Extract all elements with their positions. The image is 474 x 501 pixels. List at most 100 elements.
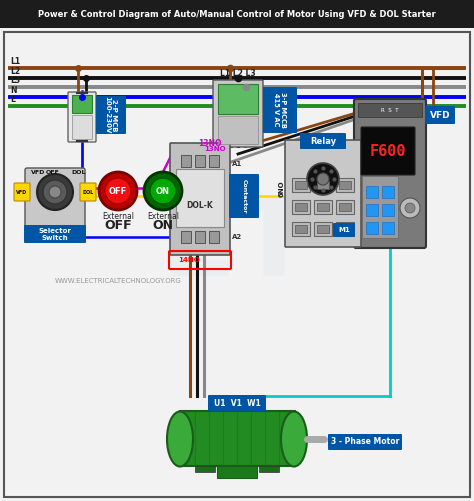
Circle shape (150, 178, 176, 204)
Bar (195, 466, 215, 472)
Bar (218, 116, 258, 144)
Bar (295, 181, 307, 189)
Text: ON: ON (153, 218, 173, 231)
FancyBboxPatch shape (361, 127, 415, 175)
FancyBboxPatch shape (263, 87, 297, 133)
Bar (358, 103, 422, 117)
Bar (181, 231, 191, 243)
Text: External: External (102, 211, 134, 220)
Text: M1: M1 (338, 227, 350, 233)
FancyBboxPatch shape (25, 168, 85, 228)
Text: Power & Control Diagram of Auto/Manual Control of Motor Using VFD & DOL Starter: Power & Control Diagram of Auto/Manual C… (38, 10, 436, 19)
Bar (382, 204, 394, 216)
Circle shape (400, 198, 420, 218)
Bar (314, 178, 332, 192)
Circle shape (49, 186, 61, 198)
Text: OFF: OFF (46, 170, 60, 175)
Bar (292, 222, 310, 236)
FancyBboxPatch shape (285, 140, 361, 247)
Bar (317, 203, 329, 211)
Text: A2: A2 (232, 234, 242, 240)
Text: Relay: Relay (310, 136, 336, 145)
Text: VFD: VFD (17, 189, 27, 194)
Circle shape (37, 174, 73, 210)
Bar (336, 178, 354, 192)
Circle shape (307, 163, 339, 195)
Bar (366, 186, 378, 198)
Bar (292, 178, 310, 192)
FancyBboxPatch shape (14, 183, 30, 201)
Text: L1 L2 L3: L1 L2 L3 (220, 69, 256, 78)
FancyBboxPatch shape (328, 434, 402, 450)
FancyBboxPatch shape (96, 96, 126, 134)
Bar (339, 203, 351, 211)
Ellipse shape (281, 411, 307, 466)
Text: OFF: OFF (104, 218, 132, 231)
Text: VFD: VFD (31, 170, 46, 175)
Circle shape (405, 203, 415, 213)
Bar (314, 222, 332, 236)
FancyBboxPatch shape (300, 133, 346, 149)
Bar (181, 155, 191, 167)
Text: 3-P MCCB
415 V AC: 3-P MCCB 415 V AC (273, 92, 286, 128)
Text: DOL: DOL (71, 170, 85, 175)
Circle shape (317, 173, 329, 185)
FancyBboxPatch shape (208, 395, 266, 411)
Text: DOL: DOL (82, 189, 94, 194)
Bar (217, 466, 257, 478)
Bar (317, 181, 329, 189)
Text: External: External (147, 211, 179, 220)
Bar (259, 466, 279, 472)
FancyBboxPatch shape (68, 92, 96, 142)
Bar (209, 231, 219, 243)
Text: Selector
Switch: Selector Switch (38, 227, 72, 240)
Text: WWW.ELECTRICALTECHNOLOGY.ORG: WWW.ELECTRICALTECHNOLOGY.ORG (55, 278, 182, 284)
Bar (0, 0, 474, 28)
Bar (209, 155, 219, 167)
FancyBboxPatch shape (425, 106, 455, 124)
Text: L2: L2 (10, 67, 20, 76)
Text: ON: ON (156, 186, 170, 195)
Text: OFF: OFF (109, 186, 127, 195)
FancyBboxPatch shape (213, 80, 263, 147)
Bar (382, 222, 394, 234)
Bar (339, 225, 351, 233)
Bar (292, 200, 310, 214)
Bar (362, 176, 398, 238)
Bar (195, 155, 205, 167)
Text: ET: ET (161, 191, 313, 299)
FancyBboxPatch shape (354, 99, 426, 248)
Text: R  S  T: R S T (381, 108, 399, 113)
Bar (195, 231, 205, 243)
Text: F600: F600 (370, 143, 406, 158)
Text: VFD: VFD (430, 111, 450, 120)
Ellipse shape (167, 411, 193, 466)
Circle shape (43, 180, 67, 204)
FancyBboxPatch shape (229, 174, 259, 218)
Bar (339, 181, 351, 189)
Text: L1: L1 (10, 57, 20, 66)
Text: L3: L3 (10, 76, 20, 85)
Text: 2-P MCB
100-230V: 2-P MCB 100-230V (104, 96, 118, 134)
Bar (382, 186, 394, 198)
Bar (176, 169, 224, 227)
Bar (180, 411, 295, 466)
Bar (366, 204, 378, 216)
Circle shape (144, 172, 182, 210)
Text: 13NO: 13NO (198, 138, 221, 147)
FancyBboxPatch shape (24, 225, 86, 243)
FancyBboxPatch shape (80, 183, 96, 201)
Text: E: E (10, 95, 15, 104)
Bar (314, 200, 332, 214)
Bar (295, 225, 307, 233)
Bar (336, 200, 354, 214)
Bar (72, 95, 92, 113)
Bar (336, 222, 354, 236)
Text: DOL-K: DOL-K (187, 200, 213, 209)
Circle shape (105, 178, 131, 204)
FancyBboxPatch shape (170, 143, 230, 255)
Text: 14NO: 14NO (178, 257, 200, 263)
Text: N: N (10, 86, 17, 95)
Bar (317, 225, 329, 233)
Text: 13NO: 13NO (204, 146, 226, 152)
